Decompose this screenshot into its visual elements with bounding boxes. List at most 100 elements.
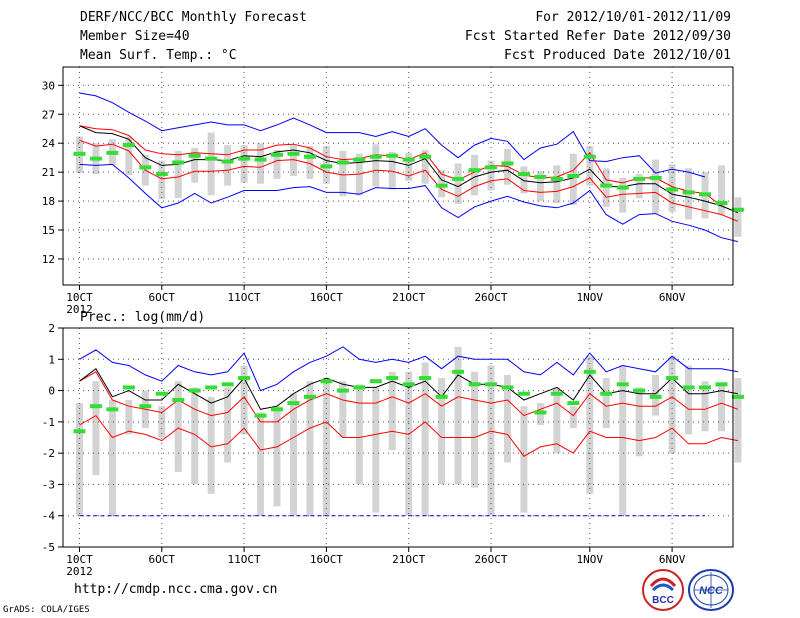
observed-marker bbox=[550, 391, 563, 396]
spread-bar bbox=[273, 406, 281, 507]
spread-bar bbox=[108, 399, 116, 516]
spread-bar bbox=[503, 374, 511, 463]
plot-frame bbox=[62, 327, 734, 548]
observed-marker bbox=[616, 185, 629, 190]
observed-marker bbox=[435, 183, 448, 188]
spread-bar bbox=[257, 143, 265, 184]
spread-bar bbox=[240, 365, 248, 435]
spread-bar bbox=[388, 371, 396, 451]
observed-marker bbox=[336, 388, 349, 393]
series-line-upper bbox=[79, 371, 739, 423]
observed-marker bbox=[205, 385, 218, 390]
spread-bar bbox=[306, 146, 314, 179]
spread-bar bbox=[553, 165, 561, 204]
x-tick-label: 16OCT bbox=[310, 291, 343, 304]
observed-marker bbox=[699, 192, 712, 197]
observed-marker bbox=[501, 385, 514, 390]
observed-marker bbox=[369, 379, 382, 384]
y-tick-label: 30 bbox=[42, 79, 55, 92]
observed-marker bbox=[534, 410, 547, 415]
observed-marker bbox=[271, 407, 284, 412]
observed-marker bbox=[221, 159, 234, 164]
spread-bar bbox=[717, 165, 725, 215]
observed-marker bbox=[731, 207, 744, 212]
spread-bar bbox=[421, 149, 429, 184]
observed-marker bbox=[435, 394, 448, 399]
y-tick-label: -5 bbox=[42, 541, 55, 554]
observed-marker bbox=[155, 172, 168, 177]
spread-bar bbox=[602, 378, 610, 429]
observed-marker bbox=[73, 151, 86, 156]
observed-marker bbox=[106, 407, 119, 412]
observed-marker bbox=[73, 429, 86, 434]
x-tick-label: 6OCT bbox=[149, 553, 176, 566]
observed-marker bbox=[715, 382, 728, 387]
observed-marker bbox=[682, 190, 695, 195]
observed-marker bbox=[254, 413, 267, 418]
observed-marker bbox=[320, 379, 333, 384]
observed-marker bbox=[353, 385, 366, 390]
observed-marker bbox=[353, 157, 366, 162]
forecast-started-date: Fcst Started Refer Date 2012/09/30 bbox=[464, 29, 731, 44]
precip-variable-label: Prec.: log(mm/d) bbox=[80, 310, 206, 325]
observed-marker bbox=[188, 388, 201, 393]
observed-marker bbox=[106, 150, 119, 155]
observed-marker bbox=[452, 369, 465, 374]
observed-marker bbox=[122, 143, 135, 148]
y-tick-label: 27 bbox=[42, 108, 55, 121]
observed-marker bbox=[567, 174, 580, 178]
source-url: http://cmdp.ncc.cma.gov.cn bbox=[74, 582, 278, 597]
spread-bar bbox=[553, 387, 561, 454]
observed-marker bbox=[517, 172, 530, 177]
observed-marker bbox=[369, 154, 382, 159]
y-tick-label: -3 bbox=[42, 478, 55, 491]
x-tick-label: 1NOV bbox=[577, 291, 604, 304]
spread-bar bbox=[586, 356, 594, 494]
svg-text:BCC: BCC bbox=[652, 595, 674, 606]
svg-text:NCC: NCC bbox=[699, 585, 724, 597]
x-tick-label: 6NOV bbox=[659, 553, 686, 566]
spread-bar bbox=[454, 163, 462, 204]
spread-bar bbox=[471, 371, 479, 488]
observed-marker bbox=[139, 404, 152, 409]
observed-marker bbox=[287, 401, 300, 406]
observed-marker bbox=[303, 394, 316, 399]
observed-marker bbox=[402, 382, 415, 387]
y-tick-label: 2 bbox=[48, 322, 55, 335]
series-line-min bbox=[79, 163, 739, 243]
x-tick-label: 21OCT bbox=[392, 291, 425, 304]
observed-marker bbox=[139, 165, 152, 170]
observed-marker bbox=[468, 168, 481, 173]
spread-bar bbox=[635, 387, 643, 457]
spread-bar bbox=[273, 149, 281, 179]
spread-bar bbox=[207, 132, 215, 196]
spread-bar bbox=[339, 381, 347, 438]
spread-bar bbox=[635, 174, 643, 199]
observed-marker bbox=[731, 394, 744, 399]
spread-bar bbox=[306, 381, 314, 516]
y-tick-label: 24 bbox=[42, 137, 56, 150]
spread-bar bbox=[471, 154, 479, 196]
observed-marker bbox=[320, 164, 333, 169]
observed-marker bbox=[172, 397, 185, 402]
observed-marker bbox=[583, 154, 596, 159]
observed-marker bbox=[419, 376, 432, 381]
observed-marker bbox=[89, 156, 102, 161]
spread-bar bbox=[207, 396, 215, 494]
x-tick-year-label: 2012 bbox=[66, 565, 93, 578]
spread-bar bbox=[421, 362, 429, 516]
observed-marker bbox=[600, 391, 613, 396]
variable-label: Mean Surf. Temp.: °C bbox=[80, 48, 237, 63]
spread-bar bbox=[339, 150, 347, 197]
spread-bar bbox=[487, 160, 495, 191]
series-line-lower bbox=[79, 139, 739, 222]
spread-bar bbox=[191, 387, 199, 485]
plot-frame bbox=[62, 66, 734, 286]
forecast-period: For 2012/10/01-2012/11/09 bbox=[535, 10, 731, 25]
x-tick-label: 10CT bbox=[66, 553, 93, 566]
observed-marker bbox=[221, 382, 234, 387]
observed-marker bbox=[402, 157, 415, 162]
x-tick-label: 6NOV bbox=[659, 291, 686, 304]
spread-bar bbox=[191, 148, 199, 183]
